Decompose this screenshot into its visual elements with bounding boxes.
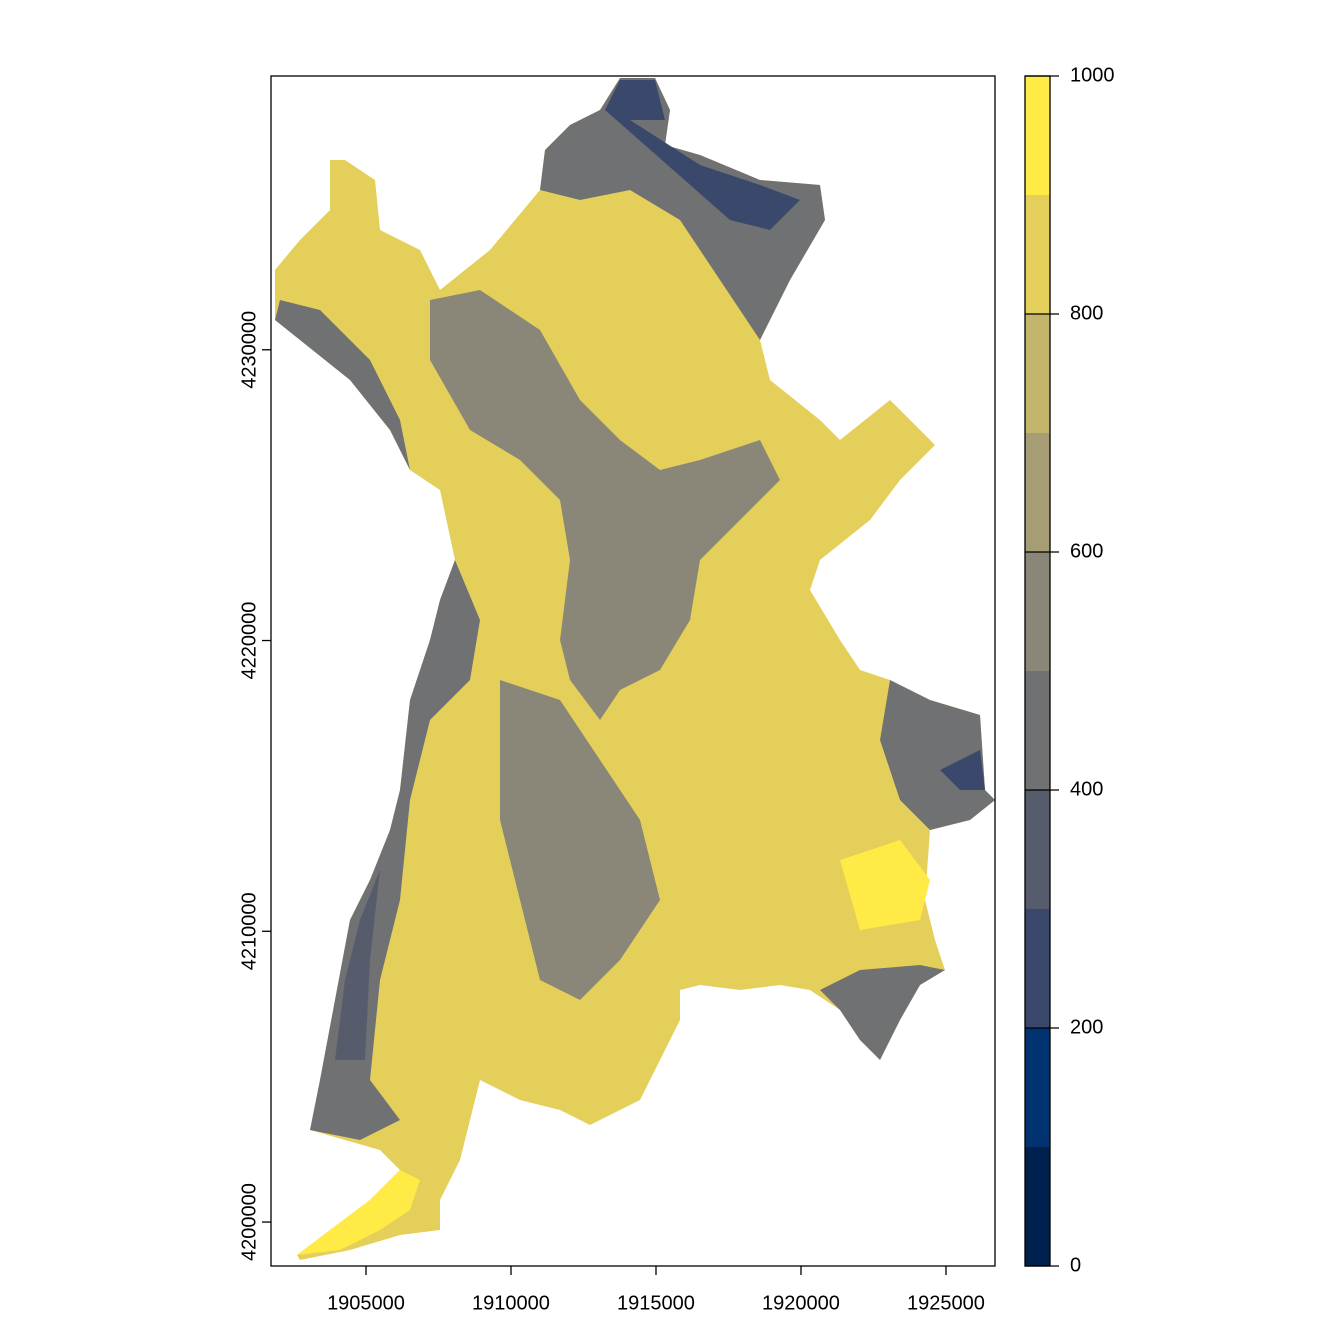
legend-swatch bbox=[1025, 76, 1050, 195]
y-tick-label: 4200000 bbox=[238, 1183, 260, 1261]
x-tick-label: 1915000 bbox=[617, 1292, 695, 1314]
valley bbox=[430, 290, 780, 720]
legend-swatch bbox=[1025, 1147, 1050, 1266]
west-dark bbox=[335, 870, 380, 1060]
x-tick-label: 1905000 bbox=[327, 1292, 405, 1314]
legend-swatch bbox=[1025, 909, 1050, 1028]
se-slope bbox=[820, 965, 945, 1060]
legend-swatch bbox=[1025, 195, 1050, 314]
east-bright bbox=[840, 840, 930, 930]
valley-branch bbox=[500, 680, 660, 1000]
x-tick-label: 1925000 bbox=[907, 1292, 985, 1314]
y-tick-label: 4210000 bbox=[238, 892, 260, 970]
east-slope bbox=[880, 680, 995, 830]
legend-swatch bbox=[1025, 314, 1050, 433]
legend-tick-label: 400 bbox=[1070, 778, 1103, 800]
legend-tick-label: 200 bbox=[1070, 1016, 1103, 1038]
legend-tick-label: 0 bbox=[1070, 1254, 1081, 1276]
y-tick-label: 4220000 bbox=[238, 602, 260, 680]
legend-tick-label: 1000 bbox=[1070, 64, 1115, 86]
north-dark bbox=[605, 80, 800, 230]
legend-tick-label: 600 bbox=[1070, 540, 1103, 562]
legend-swatch bbox=[1025, 790, 1050, 909]
nw-slope bbox=[275, 300, 410, 470]
east-dark bbox=[940, 750, 985, 790]
south-bright bbox=[297, 1170, 420, 1255]
legend-swatch bbox=[1025, 671, 1050, 790]
raster-map bbox=[275, 78, 995, 1260]
x-tick-label: 1910000 bbox=[472, 1292, 550, 1314]
legend-swatch bbox=[1025, 433, 1050, 552]
y-tick-label: 4230000 bbox=[238, 311, 260, 389]
legend-swatch bbox=[1025, 552, 1050, 671]
x-tick-label: 1920000 bbox=[762, 1292, 840, 1314]
plot-frame bbox=[270, 75, 996, 1267]
legend-swatch bbox=[1025, 1028, 1050, 1147]
legend-tick-label: 800 bbox=[1070, 302, 1103, 324]
north-slope bbox=[540, 78, 825, 340]
